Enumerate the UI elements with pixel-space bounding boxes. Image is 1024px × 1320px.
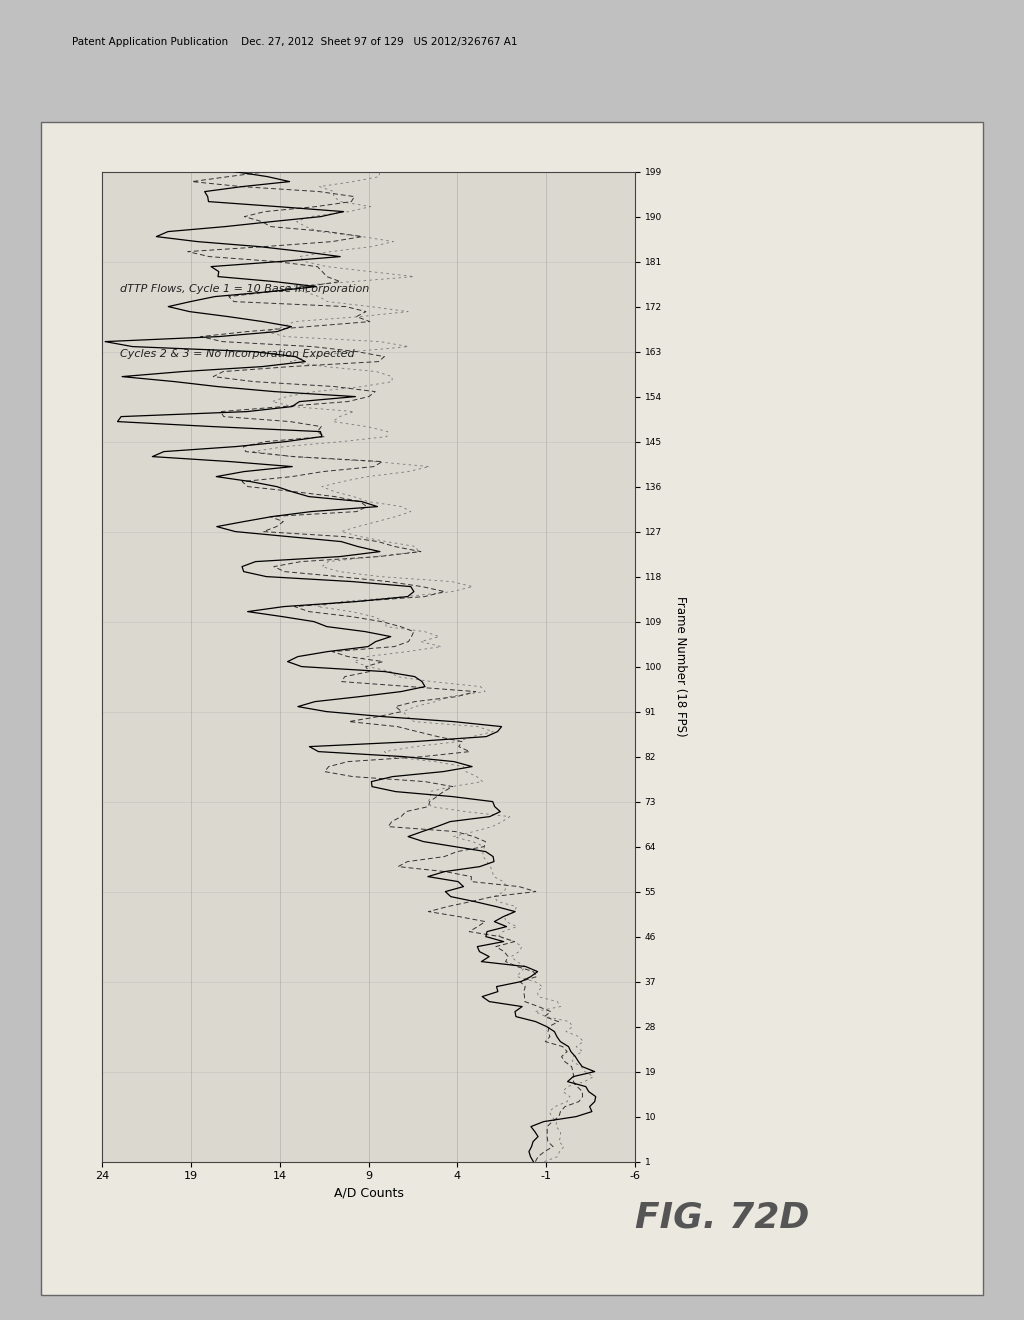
Text: FIG. 72D: FIG. 72D (635, 1201, 809, 1234)
Text: Cycles 2 & 3 = No Incorporation Expected: Cycles 2 & 3 = No Incorporation Expected (120, 348, 354, 359)
X-axis label: A/D Counts: A/D Counts (334, 1187, 403, 1200)
Y-axis label: Frame Number (18 FPS): Frame Number (18 FPS) (674, 597, 687, 737)
Text: dTTP Flows, Cycle 1 = 10 Base Incorporation: dTTP Flows, Cycle 1 = 10 Base Incorporat… (120, 284, 370, 293)
Text: Patent Application Publication    Dec. 27, 2012  Sheet 97 of 129   US 2012/32676: Patent Application Publication Dec. 27, … (72, 37, 517, 48)
FancyBboxPatch shape (41, 123, 983, 1295)
